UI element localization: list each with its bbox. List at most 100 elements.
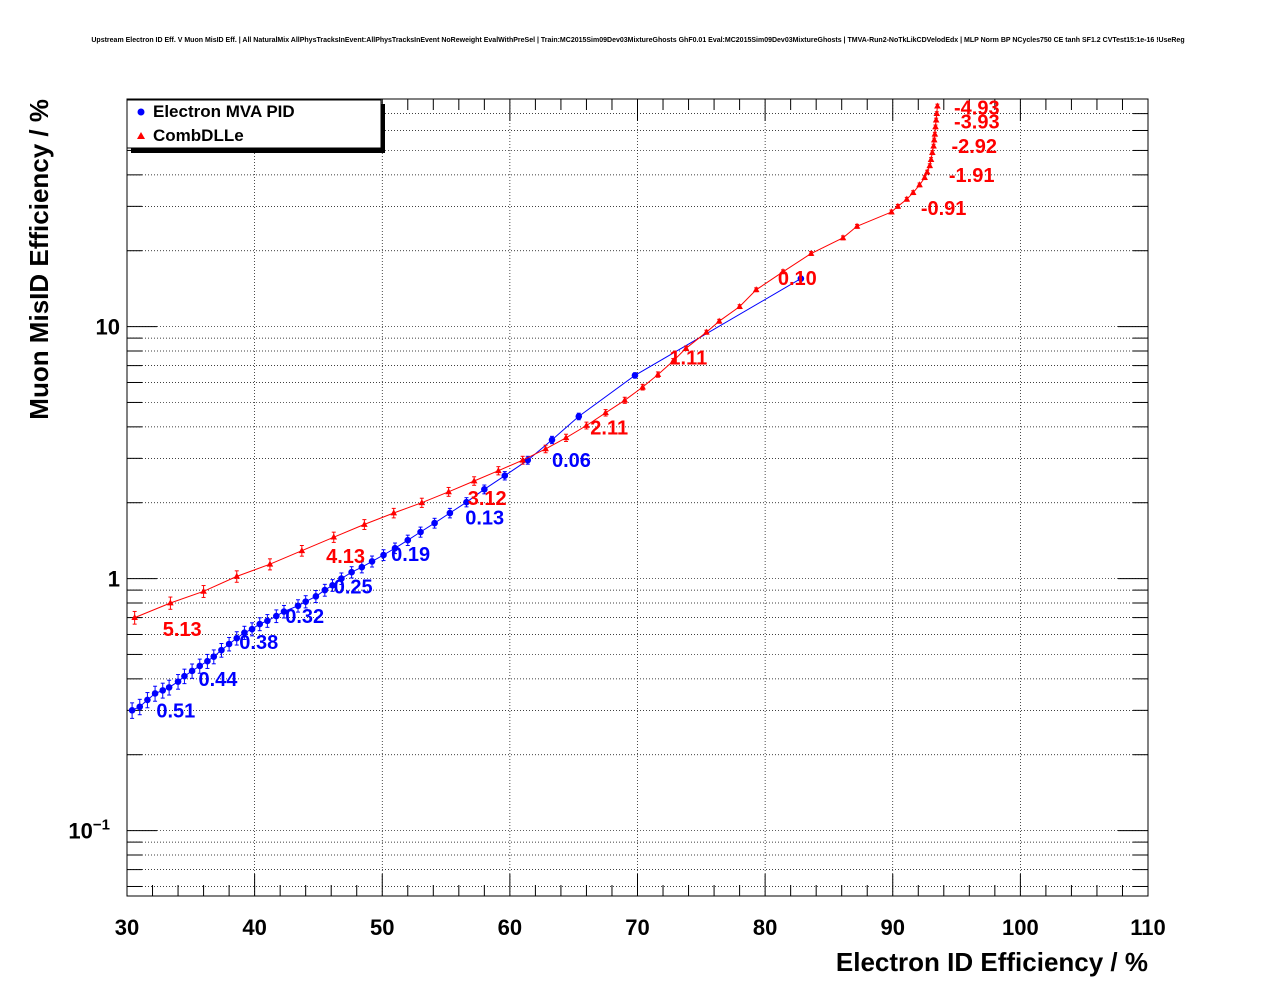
data-point-1 xyxy=(233,572,241,579)
data-point-0 xyxy=(165,684,173,691)
cut-label-0: 0.19 xyxy=(391,544,430,566)
x-tick-label: 90 xyxy=(881,915,905,940)
data-point-0 xyxy=(501,472,509,479)
cut-label-1: 2.11 xyxy=(590,418,628,440)
cut-label-0: 0.44 xyxy=(198,669,238,691)
data-point-1 xyxy=(330,533,338,540)
data-point-0 xyxy=(273,612,280,620)
data-point-1 xyxy=(167,599,174,606)
data-point-0 xyxy=(431,519,438,527)
data-point-0 xyxy=(312,593,320,600)
data-point-0 xyxy=(280,608,288,615)
chart-title: Upstream Electron ID Eff. V Muon MisID E… xyxy=(91,37,1184,44)
cut-label-1: 0.10 xyxy=(778,268,817,290)
data-point-0 xyxy=(329,582,336,589)
point-labels: 0.510.440.38 0.32 0.25 0.19 0.13 0.06 5.13 4.13… xyxy=(156,98,999,723)
data-point-0 xyxy=(481,486,488,493)
cut-label-1: -1.91 xyxy=(949,165,995,187)
data-point-1 xyxy=(921,174,928,181)
data-point-1 xyxy=(926,162,934,169)
data-point-1 xyxy=(929,149,936,156)
data-point-1 xyxy=(682,344,690,351)
data-point-1 xyxy=(562,434,570,441)
data-point-1 xyxy=(931,130,939,137)
y-tick-label: 10−1 xyxy=(68,817,110,844)
data-point-1 xyxy=(654,370,662,377)
data-point-0 xyxy=(575,413,583,420)
cut-label-0: 0.25 xyxy=(334,577,373,599)
x-tick-label: 80 xyxy=(753,915,777,940)
data-point-1 xyxy=(752,286,760,293)
data-point-0 xyxy=(404,536,412,544)
x-tick-label: 70 xyxy=(625,915,649,940)
data-point-0 xyxy=(128,707,136,714)
data-point-1 xyxy=(894,202,902,209)
data-point-1 xyxy=(200,587,207,594)
data-point-1 xyxy=(470,477,478,484)
cut-label-0: 0.51 xyxy=(156,700,195,722)
data-point-0 xyxy=(348,568,355,576)
data-point-0 xyxy=(188,667,196,675)
cut-label-0: 0.13 xyxy=(465,507,504,529)
data-point-1 xyxy=(932,116,940,123)
data-point-1 xyxy=(903,195,911,202)
data-point-0 xyxy=(218,646,225,654)
data-point-0 xyxy=(233,634,241,642)
data-point-0 xyxy=(241,629,248,636)
x-tick-label: 60 xyxy=(498,915,522,940)
data-point-1 xyxy=(888,208,895,215)
data-point-0 xyxy=(294,602,302,610)
data-point-1 xyxy=(736,303,743,310)
y-tick-label: 10 xyxy=(96,315,120,340)
data-point-0 xyxy=(210,653,218,660)
data-point-1 xyxy=(909,189,917,196)
x-tick-label: 40 xyxy=(242,915,266,940)
data-point-1 xyxy=(715,317,723,324)
cut-label-1: -2.92 xyxy=(951,136,997,158)
data-point-0 xyxy=(358,563,366,571)
legend-marker-electron-mva xyxy=(137,108,145,116)
data-point-1 xyxy=(131,614,138,621)
cut-label-1: 5.13 xyxy=(163,619,202,641)
data-point-0 xyxy=(159,687,167,694)
data-point-0 xyxy=(302,598,309,605)
data-point-1 xyxy=(583,421,590,428)
legend-label-combdlle: CombDLLe xyxy=(153,126,244,145)
data-point-1 xyxy=(930,136,938,143)
data-point-1 xyxy=(853,222,861,229)
data-point-1 xyxy=(361,520,368,527)
data-point-0 xyxy=(204,657,211,665)
cut-label-1: 4.13 xyxy=(326,546,365,568)
data-point-0 xyxy=(181,672,188,680)
data-point-0 xyxy=(196,662,204,670)
cut-label-0: 0.38 xyxy=(239,632,278,654)
data-point-0 xyxy=(151,690,159,697)
data-point-0 xyxy=(144,696,151,704)
x-axis-title: Electron ID Efficiency / % xyxy=(836,947,1148,977)
data-point-0 xyxy=(256,620,264,628)
data-point-0 xyxy=(417,528,424,536)
cut-label-1: 1.11 xyxy=(669,347,707,369)
data-point-1 xyxy=(916,181,923,188)
data-point-1 xyxy=(934,102,941,109)
data-point-0 xyxy=(797,275,805,282)
data-point-0 xyxy=(446,509,454,517)
x-tick-label: 30 xyxy=(115,915,139,940)
data-point-1 xyxy=(445,488,452,495)
data-point-1 xyxy=(839,234,847,241)
x-tick-label: 50 xyxy=(370,915,394,940)
data-point-0 xyxy=(548,436,556,444)
data-point-1 xyxy=(933,110,941,117)
data-point-1 xyxy=(930,142,937,149)
data-point-0 xyxy=(174,678,182,685)
data-point-0 xyxy=(264,617,271,625)
x-tick-label: 100 xyxy=(1002,915,1039,940)
data-point-1 xyxy=(927,155,935,162)
data-point-1 xyxy=(495,467,502,474)
data-point-1 xyxy=(298,547,306,554)
data-point-1 xyxy=(390,509,398,516)
data-point-0 xyxy=(225,640,233,648)
cut-label-1: -0.91 xyxy=(921,198,967,220)
cut-label-0: 0.06 xyxy=(552,450,591,472)
